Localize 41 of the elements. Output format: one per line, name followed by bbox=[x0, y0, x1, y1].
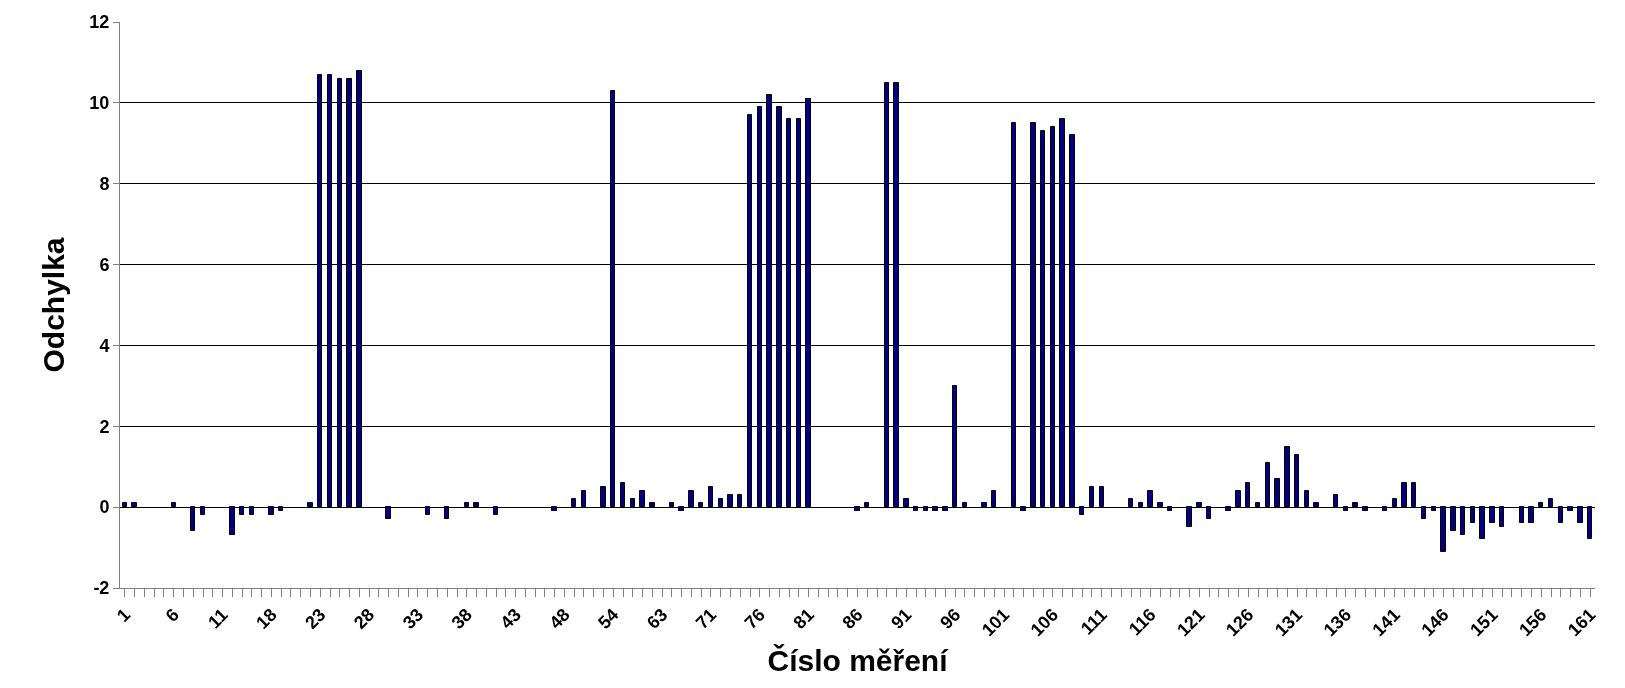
y-tick-label: 4 bbox=[99, 335, 110, 356]
y-tick-label: 8 bbox=[99, 174, 110, 195]
x-tick-label: 71 bbox=[691, 604, 721, 633]
x-tick-label: 106 bbox=[1026, 604, 1063, 641]
x-tick-label: 116 bbox=[1125, 604, 1160, 640]
y-axis-title: Odchylka bbox=[37, 237, 71, 373]
x-tick-label: 126 bbox=[1222, 604, 1258, 641]
x-tick-label: 43 bbox=[496, 604, 525, 633]
y-tick-label: 10 bbox=[89, 93, 110, 114]
y-tick-label: 2 bbox=[99, 416, 110, 437]
x-tick-label: 101 bbox=[977, 604, 1014, 641]
x-tick-label: 63 bbox=[643, 604, 672, 633]
x-tick-label: 18 bbox=[252, 604, 281, 633]
x-tick-label: 33 bbox=[398, 604, 428, 633]
x-tick-label: 136 bbox=[1319, 604, 1356, 641]
x-tick-label: 48 bbox=[545, 604, 574, 633]
x-axis-title: Číslo měření bbox=[767, 643, 950, 677]
y-tick-label: 6 bbox=[99, 254, 110, 275]
x-tick-label: 76 bbox=[740, 604, 770, 633]
x-tick-label: 146 bbox=[1417, 604, 1453, 641]
y-tick-label: -2 bbox=[93, 578, 110, 599]
x-tick-label: 23 bbox=[301, 604, 330, 633]
x-tick-label: 54 bbox=[594, 604, 623, 633]
y-tick-label: 12 bbox=[89, 12, 110, 33]
x-tick-label: 11 bbox=[204, 604, 232, 633]
x-tick-label: 81 bbox=[789, 604, 818, 633]
x-tick-label: 86 bbox=[838, 604, 867, 633]
x-tick-label: 161 bbox=[1563, 604, 1600, 641]
x-tick-label: 91 bbox=[887, 604, 916, 633]
x-tick-label: 111 bbox=[1076, 604, 1111, 639]
x-tick-label: 151 bbox=[1466, 604, 1502, 641]
x-tick-label: 156 bbox=[1515, 604, 1551, 641]
x-tick-label: 38 bbox=[447, 604, 476, 633]
x-tick-label: 131 bbox=[1270, 604, 1307, 641]
x-tick-label: 96 bbox=[936, 604, 965, 633]
x-tick-label: 28 bbox=[349, 604, 379, 633]
x-tick-label: 6 bbox=[161, 604, 183, 626]
y-tick-label: 0 bbox=[99, 497, 110, 518]
x-tick-label: 1 bbox=[112, 604, 135, 626]
x-tick-label: 141 bbox=[1368, 604, 1404, 641]
x-tick-label: 121 bbox=[1173, 604, 1209, 641]
